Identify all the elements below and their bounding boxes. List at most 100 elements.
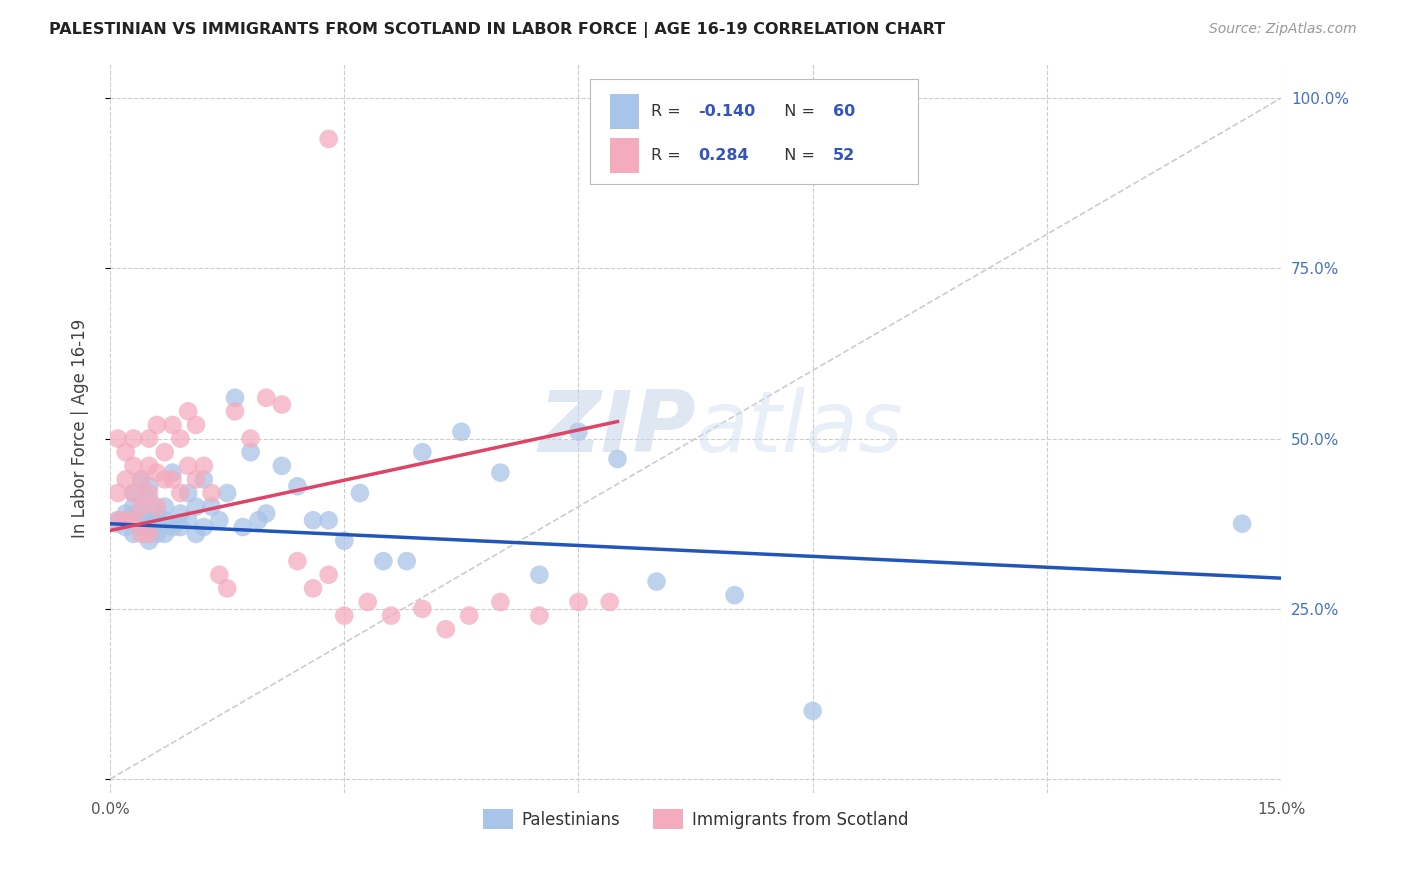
Point <box>169 432 191 446</box>
Point <box>599 595 621 609</box>
Point <box>239 432 262 446</box>
Point <box>162 417 184 432</box>
Point <box>395 554 418 568</box>
Point <box>138 527 160 541</box>
Point <box>224 404 246 418</box>
Point <box>138 520 160 534</box>
Point <box>107 513 129 527</box>
Text: 60: 60 <box>832 104 855 119</box>
Point <box>169 507 191 521</box>
Point <box>146 527 169 541</box>
Point <box>184 500 207 514</box>
Point <box>200 500 222 514</box>
Point <box>193 458 215 473</box>
FancyBboxPatch shape <box>591 78 918 185</box>
Text: 52: 52 <box>832 148 855 162</box>
Point <box>200 486 222 500</box>
Text: N =: N = <box>775 148 820 162</box>
Point <box>146 500 169 514</box>
Point <box>318 513 340 527</box>
Legend: Palestinians, Immigrants from Scotland: Palestinians, Immigrants from Scotland <box>477 803 915 835</box>
Point <box>146 466 169 480</box>
Point <box>138 432 160 446</box>
Point <box>411 445 433 459</box>
Point <box>122 486 145 500</box>
Point <box>122 486 145 500</box>
Point <box>153 472 176 486</box>
Point <box>411 602 433 616</box>
Text: Source: ZipAtlas.com: Source: ZipAtlas.com <box>1209 22 1357 37</box>
Point <box>232 520 254 534</box>
Point <box>153 445 176 459</box>
Point <box>458 608 481 623</box>
Point <box>146 513 169 527</box>
Point <box>129 507 152 521</box>
Point <box>129 513 152 527</box>
Point <box>138 458 160 473</box>
Point <box>567 425 589 439</box>
Point <box>723 588 745 602</box>
Bar <box>610 94 640 129</box>
Point <box>129 472 152 486</box>
Point <box>138 479 160 493</box>
Point <box>224 391 246 405</box>
Point <box>380 608 402 623</box>
Point <box>254 391 277 405</box>
Point <box>287 479 309 493</box>
Point <box>146 507 169 521</box>
Point <box>606 452 628 467</box>
Point <box>122 527 145 541</box>
Point <box>114 472 136 486</box>
Point <box>162 466 184 480</box>
Point <box>122 513 145 527</box>
Point <box>239 445 262 459</box>
Text: ZIP: ZIP <box>538 387 696 470</box>
Text: R =: R = <box>651 104 686 119</box>
Point <box>169 486 191 500</box>
Point <box>217 582 239 596</box>
Point <box>153 513 176 527</box>
Point <box>162 520 184 534</box>
Point <box>489 595 512 609</box>
Point <box>122 513 145 527</box>
Point <box>373 554 395 568</box>
Point <box>529 608 551 623</box>
Point <box>177 404 200 418</box>
Point <box>270 398 292 412</box>
Point <box>287 554 309 568</box>
Point <box>153 527 176 541</box>
Point <box>107 432 129 446</box>
Text: -0.140: -0.140 <box>697 104 755 119</box>
Point <box>107 516 129 531</box>
Point <box>302 582 325 596</box>
Bar <box>610 137 640 173</box>
Point <box>645 574 668 589</box>
Point <box>177 486 200 500</box>
Point <box>169 520 191 534</box>
Point <box>114 513 136 527</box>
Point <box>254 507 277 521</box>
Text: 0.284: 0.284 <box>697 148 748 162</box>
Y-axis label: In Labor Force | Age 16-19: In Labor Force | Age 16-19 <box>72 318 89 538</box>
Point <box>318 567 340 582</box>
Point <box>434 622 457 636</box>
Point <box>349 486 371 500</box>
Point <box>107 513 129 527</box>
Point <box>138 513 160 527</box>
Point <box>114 520 136 534</box>
Point <box>1230 516 1253 531</box>
Point <box>208 513 231 527</box>
Point <box>270 458 292 473</box>
Point <box>801 704 824 718</box>
Point <box>129 500 152 514</box>
Point <box>333 608 356 623</box>
Point <box>146 417 169 432</box>
Point <box>138 486 160 500</box>
Point <box>184 472 207 486</box>
Point <box>122 458 145 473</box>
Point <box>138 492 160 507</box>
Point <box>302 513 325 527</box>
Point <box>357 595 380 609</box>
Point <box>318 132 340 146</box>
Point <box>184 417 207 432</box>
